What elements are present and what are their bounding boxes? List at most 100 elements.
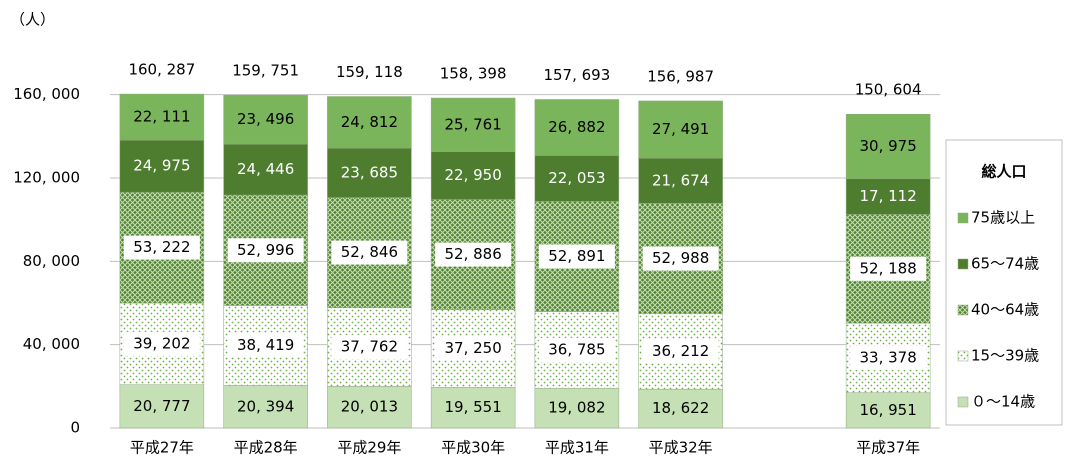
value-label: 19, 082 xyxy=(548,399,605,417)
legend-label: ０～14歳 xyxy=(971,393,1035,411)
value-label: 19, 551 xyxy=(444,398,501,416)
x-tick-label: 平成32年 xyxy=(649,439,713,457)
bar-segment xyxy=(845,392,931,429)
legend-swatch xyxy=(957,304,969,316)
total-label: 156, 987 xyxy=(647,67,714,85)
value-label: 38, 419 xyxy=(237,336,294,354)
value-label: 36, 785 xyxy=(548,340,605,358)
label-box xyxy=(435,242,512,267)
bar-segment xyxy=(223,143,308,196)
y-tick-label: 0 xyxy=(70,419,80,437)
unit-label: （人） xyxy=(10,11,55,29)
bar-segment xyxy=(430,97,516,152)
bar-segment xyxy=(430,387,516,429)
x-tick-label: 平成31年 xyxy=(545,439,609,457)
legend-box xyxy=(945,139,1063,426)
value-label: 52, 188 xyxy=(859,259,916,277)
value-label: 20, 394 xyxy=(237,397,294,415)
legend-swatch xyxy=(957,212,969,224)
legend-label: 40～64歳 xyxy=(971,301,1039,319)
total-label: 159, 751 xyxy=(232,62,299,80)
label-box xyxy=(642,246,719,271)
legend-label: 65～74歳 xyxy=(971,255,1039,273)
value-label: 30, 975 xyxy=(859,137,916,155)
value-label: 24, 446 xyxy=(237,160,294,178)
x-tick-label: 平成37年 xyxy=(856,439,920,457)
bar-segment xyxy=(845,178,931,215)
value-label: 22, 053 xyxy=(548,169,605,187)
bar-segment xyxy=(327,147,412,198)
label-box xyxy=(538,244,615,269)
value-label: 25, 761 xyxy=(444,115,501,133)
label-box xyxy=(538,337,615,362)
label-box xyxy=(642,339,719,364)
x-tick-label: 平成28年 xyxy=(234,439,298,457)
value-label: 27, 491 xyxy=(652,120,709,138)
label-box xyxy=(331,240,408,265)
legend-swatch xyxy=(957,350,969,362)
x-tick-label: 平成30年 xyxy=(441,439,505,457)
value-label: 39, 202 xyxy=(133,334,190,352)
value-label: 37, 762 xyxy=(341,337,398,355)
value-label: 33, 378 xyxy=(859,348,916,366)
label-box xyxy=(227,333,304,358)
y-tick-label: 160, 000 xyxy=(13,85,80,103)
value-label: 17, 112 xyxy=(859,187,916,205)
bar-segment xyxy=(327,96,412,149)
x-tick-label: 平成29年 xyxy=(337,439,401,457)
bar-segment xyxy=(845,113,931,180)
value-label: 18, 622 xyxy=(652,399,709,417)
value-label: 24, 975 xyxy=(133,157,190,175)
bar-segment xyxy=(223,94,308,145)
x-tick-label: 平成27年 xyxy=(130,439,194,457)
value-label: 36, 212 xyxy=(652,342,709,360)
total-label: 159, 118 xyxy=(336,63,403,81)
label-box xyxy=(123,235,200,260)
legend-swatch xyxy=(957,396,969,408)
value-label: 24, 812 xyxy=(341,113,398,131)
value-label: 20, 013 xyxy=(341,398,398,416)
value-label: 53, 222 xyxy=(133,238,190,256)
bar-segment xyxy=(534,155,620,202)
bar-segment xyxy=(534,387,620,429)
value-label: 52, 846 xyxy=(341,243,398,261)
legend-swatch xyxy=(957,258,969,270)
bar-segment xyxy=(327,386,412,429)
bar-segment xyxy=(638,157,723,204)
label-box xyxy=(123,331,200,356)
legend-label: 15～39歳 xyxy=(971,347,1039,365)
total-label: 160, 287 xyxy=(128,61,195,79)
label-box xyxy=(227,238,304,263)
value-label: 52, 891 xyxy=(548,247,605,265)
value-label: 21, 674 xyxy=(652,171,709,189)
total-label: 157, 693 xyxy=(543,66,610,84)
legend-title: 総人口 xyxy=(981,163,1026,181)
value-label: 23, 496 xyxy=(237,110,294,128)
label-box xyxy=(850,345,927,370)
total-label: 158, 398 xyxy=(440,65,507,83)
value-label: 52, 996 xyxy=(237,241,294,259)
legend-label: 75歳以上 xyxy=(971,209,1035,227)
label-box xyxy=(435,336,512,361)
value-label: 20, 777 xyxy=(133,397,190,415)
y-tick-label: 120, 000 xyxy=(13,169,80,187)
value-label: 52, 988 xyxy=(652,249,709,267)
value-label: 26, 882 xyxy=(548,118,605,136)
value-label: 22, 950 xyxy=(444,166,501,184)
bar-segment xyxy=(119,93,205,141)
bar-segment xyxy=(119,384,205,429)
value-label: 22, 111 xyxy=(133,108,190,126)
value-label: 16, 951 xyxy=(859,401,916,419)
value-label: 23, 685 xyxy=(341,163,398,181)
bar-segment xyxy=(638,388,723,429)
value-label: 37, 250 xyxy=(444,339,501,357)
value-label: 52, 886 xyxy=(444,245,501,263)
label-box xyxy=(850,256,927,281)
bar-segment xyxy=(119,139,205,193)
y-tick-label: 80, 000 xyxy=(23,252,80,270)
bar-segment xyxy=(638,100,723,159)
label-box xyxy=(331,334,408,359)
bar-segment xyxy=(534,99,620,156)
total-label: 150, 604 xyxy=(855,81,922,99)
